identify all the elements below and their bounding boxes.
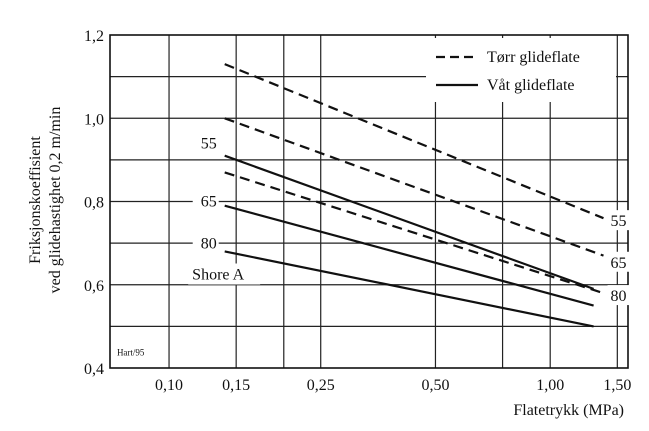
left-label-bg-2 bbox=[192, 232, 219, 253]
y-axis-label: Friksjonskoeffisient ved glidehastighet … bbox=[27, 107, 64, 294]
y-tick-labels: 0,4 0,6 0,8 1,0 1,2 bbox=[84, 28, 104, 378]
annotations: Shore A Hart/95 bbox=[115, 263, 261, 358]
series-line-0 bbox=[224, 63, 604, 220]
right-curve-label-2: 80 bbox=[611, 288, 627, 305]
series-line-2 bbox=[224, 171, 604, 295]
legend-label-dry: Tørr glideflate bbox=[487, 49, 580, 66]
x-tick-label-0: 0,10 bbox=[155, 377, 183, 394]
y-axis-label-line-2: ved glidehastighet 0,2 m/min bbox=[47, 107, 64, 294]
hart-credit: Hart/95 bbox=[117, 348, 145, 358]
shore-a-bg bbox=[188, 263, 261, 285]
series-line-5 bbox=[224, 250, 594, 328]
x-tick-label-3: 0,50 bbox=[421, 377, 449, 394]
x-tick-labels: 0,10 0,15 0,25 0,50 1,00 1,50 bbox=[155, 377, 631, 394]
legend-label-wet: Våt glideflate bbox=[487, 77, 575, 94]
y-tick-label-2: 0,8 bbox=[84, 195, 104, 212]
y-tick-label-4: 1,2 bbox=[84, 28, 104, 45]
shore-a-label: Shore A bbox=[192, 267, 244, 284]
x-tick-label-5: 1,50 bbox=[603, 377, 631, 394]
x-axis-label: Flatetrykk (MPa) bbox=[513, 402, 624, 419]
x-tick-label-4: 1,00 bbox=[536, 377, 564, 394]
left-label-bg-1 bbox=[192, 190, 219, 211]
left-curve-label-2: 80 bbox=[201, 235, 217, 252]
curve-labels: 55 65 80 55 65 80 bbox=[192, 132, 634, 306]
y-tick-label-3: 1,0 bbox=[84, 111, 104, 128]
x-tick-label-1: 0,15 bbox=[222, 377, 250, 394]
legend-box bbox=[426, 38, 616, 102]
series-line-4 bbox=[224, 204, 594, 307]
series-line-3 bbox=[224, 154, 594, 290]
x-tick-label-2: 0,25 bbox=[307, 377, 335, 394]
series-lines bbox=[224, 63, 604, 328]
right-curve-label-0: 55 bbox=[611, 213, 627, 230]
plot-frame bbox=[109, 34, 629, 369]
y-tick-label-1: 0,6 bbox=[84, 278, 104, 295]
right-label-bg-1 bbox=[607, 251, 634, 272]
left-curve-label-0: 55 bbox=[201, 135, 217, 152]
left-label-bg-0 bbox=[192, 132, 219, 153]
legend: Tørr glideflate Våt glideflate bbox=[426, 38, 616, 102]
right-label-bg-2 bbox=[607, 285, 634, 306]
y-axis-label-line-1: Friksjonskoeffisient bbox=[27, 136, 44, 264]
left-curve-label-1: 65 bbox=[201, 194, 217, 211]
right-label-bg-0 bbox=[607, 210, 634, 231]
hart-credit-bg bbox=[115, 345, 150, 358]
series-line-1 bbox=[224, 117, 604, 257]
right-curve-label-1: 65 bbox=[611, 255, 627, 272]
y-tick-label-0: 0,4 bbox=[84, 361, 104, 378]
